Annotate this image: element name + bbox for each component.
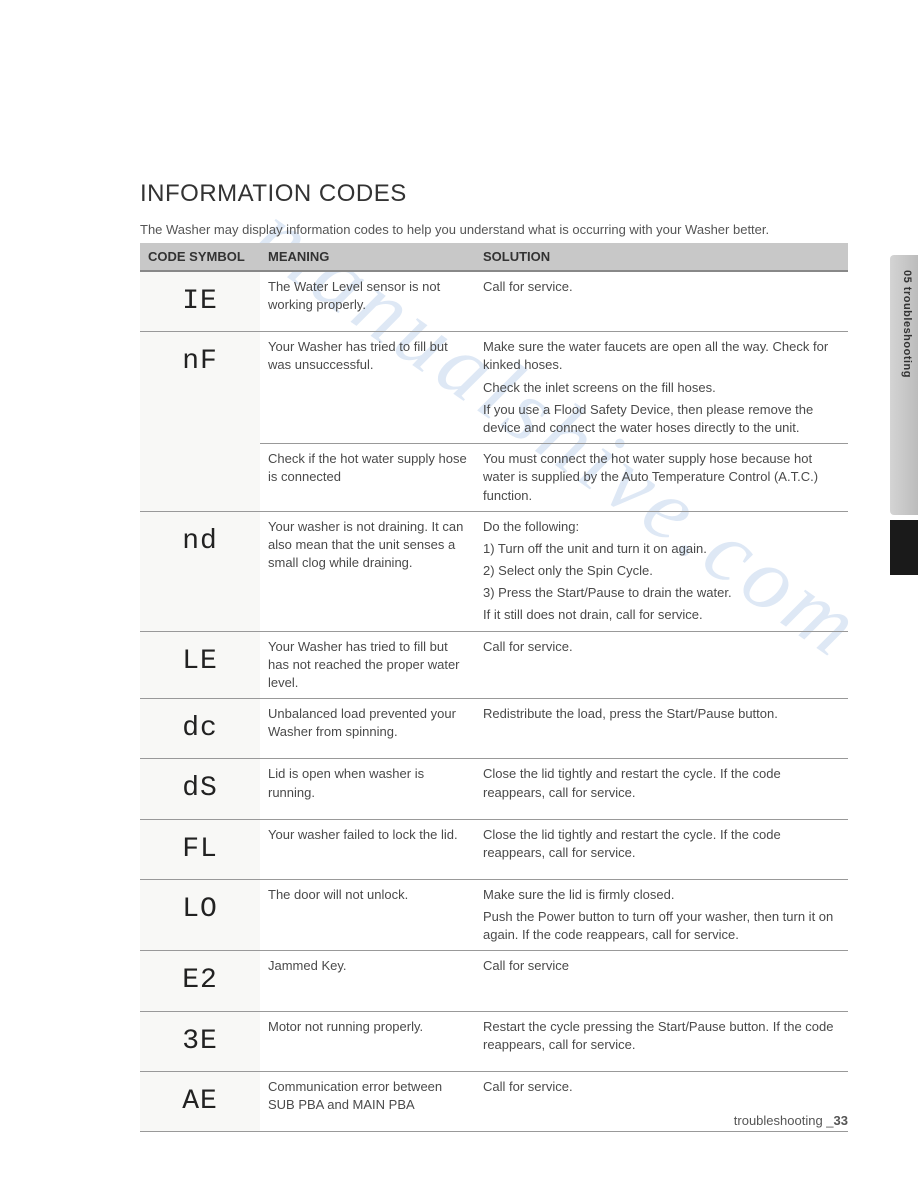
solution-line: Call for service.	[483, 1078, 840, 1096]
code-symbol: AE	[140, 1071, 260, 1131]
solution-cell: You must connect the hot water supply ho…	[475, 444, 848, 512]
code-symbol: nd	[140, 511, 260, 631]
solution-line: Make sure the lid is firmly closed.	[483, 886, 840, 904]
codes-table: CODE SYMBOL MEANING SOLUTION IEThe Water…	[140, 243, 848, 1132]
meaning-cell: Motor not running properly.	[260, 1011, 475, 1071]
solution-line: Call for service.	[483, 638, 840, 656]
solution-line: Close the lid tightly and restart the cy…	[483, 826, 840, 862]
code-symbol: FL	[140, 819, 260, 879]
table-row: LOThe door will not unlock.Make sure the…	[140, 879, 848, 951]
solution-cell: Redistribute the load, press the Start/P…	[475, 699, 848, 759]
table-row: FLYour washer failed to lock the lid.Clo…	[140, 819, 848, 879]
meaning-cell: Your washer failed to lock the lid.	[260, 819, 475, 879]
code-symbol: 3E	[140, 1011, 260, 1071]
solution-line: Close the lid tightly and restart the cy…	[483, 765, 840, 801]
solution-cell: Close the lid tightly and restart the cy…	[475, 759, 848, 819]
meaning-cell: Your washer is not draining. It can also…	[260, 511, 475, 631]
solution-line: If it still does not drain, call for ser…	[483, 606, 840, 624]
meaning-cell: The Water Level sensor is not working pr…	[260, 271, 475, 332]
solution-cell: Close the lid tightly and restart the cy…	[475, 819, 848, 879]
table-row: IEThe Water Level sensor is not working …	[140, 271, 848, 332]
code-symbol: nF	[140, 332, 260, 512]
solution-cell: Do the following: 1) Turn off the unit an…	[475, 511, 848, 631]
solution-line: 2) Select only the Spin Cycle.	[483, 562, 840, 580]
intro-text: The Washer may display information codes…	[140, 222, 848, 237]
header-code: CODE SYMBOL	[140, 243, 260, 271]
footer: troubleshooting _33	[734, 1113, 848, 1128]
meaning-cell: Jammed Key.	[260, 951, 475, 1011]
code-symbol: LE	[140, 631, 260, 699]
code-symbol: E2	[140, 951, 260, 1011]
solution-cell: Call for service	[475, 951, 848, 1011]
meaning-cell: The door will not unlock.	[260, 879, 475, 951]
meaning-cell: Check if the hot water supply hose is co…	[260, 444, 475, 512]
footer-text: troubleshooting _	[734, 1113, 834, 1128]
header-meaning: MEANING	[260, 243, 475, 271]
meaning-cell: Your Washer has tried to fill but has no…	[260, 631, 475, 699]
solution-cell: Make sure the water faucets are open all…	[475, 332, 848, 444]
table-row: nFYour Washer has tried to fill but was …	[140, 332, 848, 444]
solution-line: Check the inlet screens on the fill hose…	[483, 379, 840, 397]
solution-line: Call for service	[483, 957, 840, 975]
solution-cell: Make sure the lid is firmly closed. Push …	[475, 879, 848, 951]
code-symbol: LO	[140, 879, 260, 951]
solution-line: Restart the cycle pressing the Start/Pau…	[483, 1018, 840, 1054]
page-title: INFORMATION CODES	[140, 180, 848, 208]
solution-line: Call for service.	[483, 278, 840, 296]
solution-line: Make sure the water faucets are open all…	[483, 338, 840, 374]
table-row: E2Jammed Key. Call for service	[140, 951, 848, 1011]
solution-line: 1) Turn off the unit and turn it on agai…	[483, 540, 840, 558]
solution-cell: Restart the cycle pressing the Start/Pau…	[475, 1011, 848, 1071]
meaning-cell: Unbalanced load prevented your Washer fr…	[260, 699, 475, 759]
table-row: dSLid is open when washer is running.Clo…	[140, 759, 848, 819]
code-symbol: dS	[140, 759, 260, 819]
code-symbol: dc	[140, 699, 260, 759]
table-row: 3EMotor not running properly.Restart the…	[140, 1011, 848, 1071]
solution-line: Push the Power button to turn off your w…	[483, 908, 840, 944]
solution-line: If you use a Flood Safety Device, then p…	[483, 401, 840, 437]
code-symbol: IE	[140, 271, 260, 332]
footer-page: 33	[834, 1113, 848, 1128]
table-row: ndYour washer is not draining. It can al…	[140, 511, 848, 631]
meaning-cell: Communication error between SUB PBA and …	[260, 1071, 475, 1131]
solution-line: You must connect the hot water supply ho…	[483, 450, 840, 505]
header-solution: SOLUTION	[475, 243, 848, 271]
table-row: LEYour Washer has tried to fill but has …	[140, 631, 848, 699]
page-content: INFORMATION CODES The Washer may display…	[0, 0, 918, 1192]
meaning-cell: Lid is open when washer is running.	[260, 759, 475, 819]
meaning-cell: Your Washer has tried to fill but was un…	[260, 332, 475, 444]
solution-cell: Call for service.	[475, 271, 848, 332]
solution-line: 3) Press the Start/Pause to drain the wa…	[483, 584, 840, 602]
solution-line: Redistribute the load, press the Start/P…	[483, 705, 840, 723]
table-row: dcUnbalanced load prevented your Washer …	[140, 699, 848, 759]
solution-line: Do the following:	[483, 518, 840, 536]
solution-cell: Call for service.	[475, 631, 848, 699]
